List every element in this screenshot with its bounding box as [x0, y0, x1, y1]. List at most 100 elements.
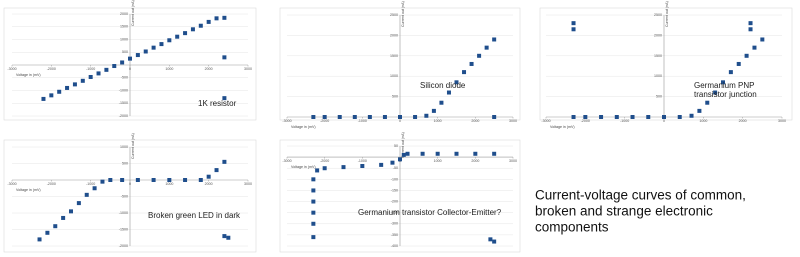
data-point	[311, 221, 316, 226]
y-tick-label: 1500	[120, 25, 128, 29]
data-point	[454, 151, 459, 156]
y-tick-label: -2000	[119, 244, 128, 248]
data-point	[477, 53, 482, 58]
x-axis-label: Voltage in (mV)	[291, 165, 316, 169]
data-point	[401, 152, 406, 157]
x-tick-label: -2000	[47, 67, 56, 71]
annotation: Silicon diode	[420, 81, 466, 90]
y-tick-label: -1000	[119, 88, 128, 92]
data-point	[135, 178, 140, 182]
y-tick-label: 500	[656, 95, 662, 99]
x-tick-label: -2000	[47, 182, 56, 186]
data-point	[49, 93, 54, 98]
data-point	[190, 27, 195, 32]
data-point	[61, 215, 66, 220]
y-tick-label: -50	[393, 166, 398, 170]
data-point	[206, 174, 211, 179]
data-point	[469, 61, 474, 66]
y-tick-label: -1500	[119, 101, 128, 105]
y-tick-label: 2000	[654, 33, 662, 37]
data-point	[492, 239, 497, 244]
data-point	[492, 115, 497, 119]
x-tick-label: -1000	[620, 119, 629, 123]
x-tick-label: 0	[399, 119, 401, 123]
data-point	[662, 115, 666, 119]
annotation: Germanium transistor Collector-Emitter?	[358, 208, 502, 217]
data-point	[120, 178, 125, 182]
data-point	[80, 78, 85, 83]
data-point	[337, 115, 342, 119]
x-tick-label: -3000	[282, 119, 291, 123]
data-point	[736, 61, 741, 66]
data-point	[367, 115, 372, 119]
data-point	[53, 224, 58, 229]
x-tick-label: 2000	[471, 119, 479, 123]
y-tick-label: 500	[122, 50, 128, 54]
data-point	[167, 38, 172, 43]
y-tick-label: 2000	[390, 33, 398, 37]
x-tick-label: -3000	[541, 119, 550, 123]
data-point	[424, 113, 429, 118]
data-point	[446, 90, 451, 95]
y-tick-label: 1000	[390, 74, 398, 78]
data-point	[492, 37, 497, 42]
data-point	[315, 168, 320, 173]
data-point	[183, 31, 188, 36]
data-point	[341, 165, 346, 170]
data-point	[752, 45, 757, 50]
y-axis-label: Current out (nA)	[401, 132, 405, 158]
y-tick-label: 500	[392, 95, 398, 99]
data-point	[599, 115, 604, 119]
data-point	[322, 166, 327, 171]
data-point	[104, 67, 109, 72]
data-point	[488, 237, 493, 242]
data-point	[379, 162, 384, 167]
y-axis-label: Current out (nA)	[665, 1, 669, 27]
data-point	[311, 115, 316, 119]
data-point	[614, 115, 619, 119]
data-point	[630, 115, 635, 119]
x-tick-label: -3000	[7, 182, 16, 186]
data-point	[76, 201, 81, 206]
panel-frame	[539, 7, 793, 121]
data-point	[183, 178, 188, 182]
data-point	[405, 151, 410, 156]
data-point	[311, 177, 316, 182]
data-point	[390, 160, 395, 165]
data-point	[431, 108, 436, 113]
data-point	[100, 179, 105, 184]
data-point	[175, 34, 180, 39]
y-tick-label: -100	[391, 177, 398, 181]
data-point	[571, 27, 576, 32]
y-tick-label: 2500	[654, 13, 662, 17]
x-tick-label: -1000	[358, 159, 367, 163]
data-point	[226, 235, 231, 240]
data-point	[311, 188, 316, 193]
y-tick-label: -500	[121, 76, 128, 80]
data-point	[88, 74, 93, 79]
y-tick-label: 1500	[654, 54, 662, 58]
annotation: Germanium PNP	[694, 81, 754, 90]
x-tick-label: -2000	[581, 119, 590, 123]
data-point	[65, 85, 70, 90]
y-tick-label: 1000	[654, 74, 662, 78]
data-point	[37, 237, 42, 242]
y-axis-label: Current out (nA)	[401, 1, 405, 27]
annotation: Broken green LED in dark	[148, 211, 241, 220]
y-tick-label: 50	[394, 144, 398, 148]
data-point	[748, 21, 753, 26]
data-point	[760, 37, 765, 42]
data-point	[571, 115, 576, 119]
caption-line: broken and strange electronic	[535, 204, 713, 219]
annotation: 1K resistor	[198, 99, 237, 108]
x-tick-label: 0	[663, 119, 665, 123]
y-tick-label: -350	[391, 233, 398, 237]
x-tick-label: 1000	[165, 182, 173, 186]
data-point	[72, 82, 77, 87]
y-tick-label: -150	[391, 188, 398, 192]
x-tick-label: -2000	[320, 159, 329, 163]
x-tick-label: 3000	[244, 67, 252, 71]
y-tick-label: 1000	[120, 37, 128, 41]
data-point	[420, 151, 425, 156]
